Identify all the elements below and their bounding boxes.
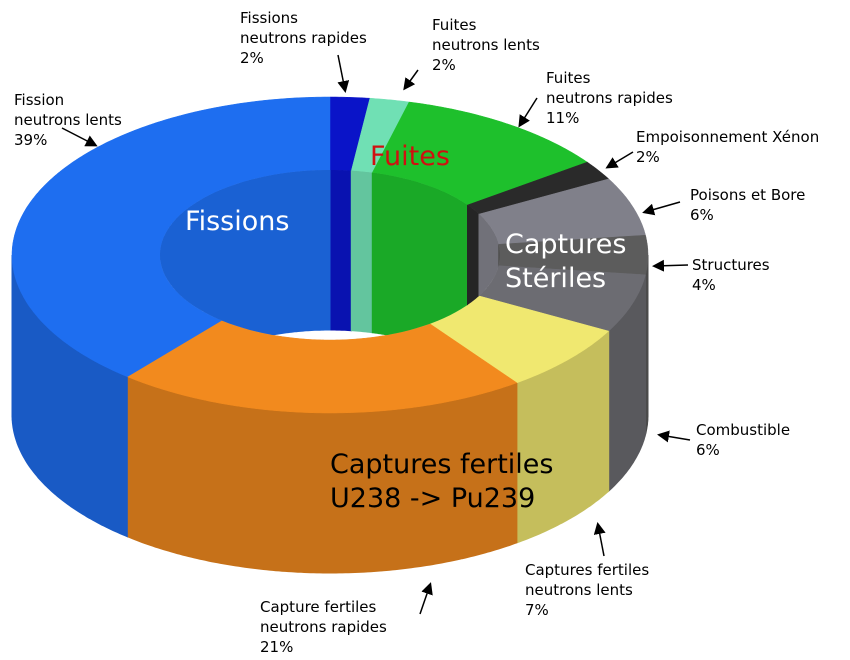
- leader-arrow: [598, 525, 604, 556]
- value-label: 7%: [525, 600, 649, 620]
- donut-chart: [0, 0, 850, 660]
- leader-arrow: [520, 98, 537, 125]
- group-label: Fissions: [185, 205, 289, 239]
- leader-arrow: [405, 70, 418, 88]
- value-label: 2%: [240, 48, 367, 68]
- leader-arrow: [608, 152, 633, 167]
- leader-arrow: [420, 585, 430, 614]
- value-label: 4%: [692, 275, 770, 295]
- value-label: 6%: [690, 205, 805, 225]
- value-label: 21%: [260, 637, 387, 657]
- slice-inner-side: [351, 171, 372, 333]
- value-label: 2%: [432, 55, 540, 75]
- leader-arrow: [645, 202, 680, 212]
- leader-arrow: [655, 265, 688, 266]
- group-label: Captures fertiles U238 -> Pu239: [330, 448, 554, 516]
- value-label: 11%: [546, 108, 673, 128]
- value-label: 39%: [14, 130, 122, 150]
- chart: Fissions neutrons rapides2% Fuites neutro…: [0, 0, 850, 660]
- slice-inner-side: [330, 170, 351, 331]
- leader-arrow: [660, 435, 690, 440]
- value-label: 6%: [696, 440, 790, 460]
- group-label: Fuites: [370, 140, 450, 174]
- group-label: Captures Stériles: [505, 228, 626, 296]
- value-label: 2%: [636, 147, 819, 167]
